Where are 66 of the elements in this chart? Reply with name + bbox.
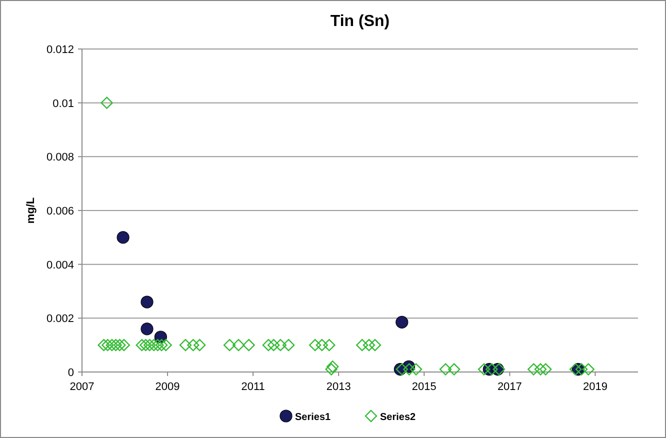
y-tick-label: 0.008 bbox=[46, 152, 74, 164]
point bbox=[282, 338, 295, 352]
point bbox=[575, 363, 588, 376]
point bbox=[116, 231, 130, 244]
point bbox=[323, 338, 336, 352]
point bbox=[106, 338, 118, 352]
y-tick-label: 0.006 bbox=[46, 206, 74, 218]
y-tick-label: 0.002 bbox=[46, 313, 74, 326]
chart-title: Tin (Sn) bbox=[330, 13, 390, 30]
point bbox=[98, 338, 110, 352]
point bbox=[136, 338, 148, 352]
point bbox=[102, 338, 114, 352]
x-tick-label: 2011 bbox=[241, 381, 265, 393]
y-tick-label: 0.012 bbox=[46, 44, 74, 56]
x-tick-label: 2007 bbox=[70, 381, 94, 393]
point bbox=[410, 363, 422, 376]
point bbox=[325, 363, 338, 376]
point bbox=[569, 363, 582, 376]
point bbox=[486, 363, 498, 376]
point bbox=[403, 363, 416, 376]
point bbox=[268, 338, 280, 352]
x-tick-label: 2019 bbox=[582, 381, 608, 393]
point bbox=[356, 338, 368, 352]
point bbox=[223, 338, 236, 352]
point bbox=[582, 363, 594, 376]
point bbox=[118, 338, 130, 352]
point bbox=[194, 338, 206, 352]
legend-label: Series2 bbox=[380, 412, 416, 423]
y-tick-label: 0.01 bbox=[52, 98, 74, 110]
point bbox=[274, 338, 287, 352]
point bbox=[540, 363, 552, 376]
x-tick-label: 2015 bbox=[412, 381, 436, 393]
x-tick-label: 2009 bbox=[155, 381, 180, 393]
point bbox=[368, 338, 382, 352]
point bbox=[140, 322, 154, 336]
point bbox=[396, 316, 408, 329]
point bbox=[316, 338, 328, 352]
legend-label: Series1 bbox=[295, 412, 332, 423]
point bbox=[148, 338, 160, 352]
point bbox=[160, 338, 172, 352]
point bbox=[114, 338, 126, 352]
point bbox=[439, 363, 452, 376]
point bbox=[143, 338, 156, 352]
point bbox=[187, 338, 200, 352]
point bbox=[362, 338, 376, 352]
point bbox=[100, 96, 113, 109]
point bbox=[179, 338, 192, 352]
point bbox=[326, 360, 339, 373]
point bbox=[534, 363, 547, 376]
point bbox=[155, 338, 168, 352]
y-tick-label: 0 bbox=[68, 367, 74, 379]
x-tick-label: 2013 bbox=[326, 381, 351, 393]
y-tick-label: 0.004 bbox=[46, 259, 74, 272]
point bbox=[232, 338, 245, 352]
x-tick-label: 2017 bbox=[497, 381, 522, 393]
point bbox=[262, 338, 275, 352]
point bbox=[140, 296, 154, 308]
point bbox=[242, 338, 255, 352]
point bbox=[140, 338, 152, 352]
point bbox=[308, 338, 322, 352]
y-axis-title: mg/L bbox=[25, 197, 37, 224]
point bbox=[448, 363, 460, 376]
point bbox=[478, 363, 490, 376]
point bbox=[152, 338, 164, 352]
point bbox=[110, 338, 122, 352]
point bbox=[528, 363, 540, 376]
